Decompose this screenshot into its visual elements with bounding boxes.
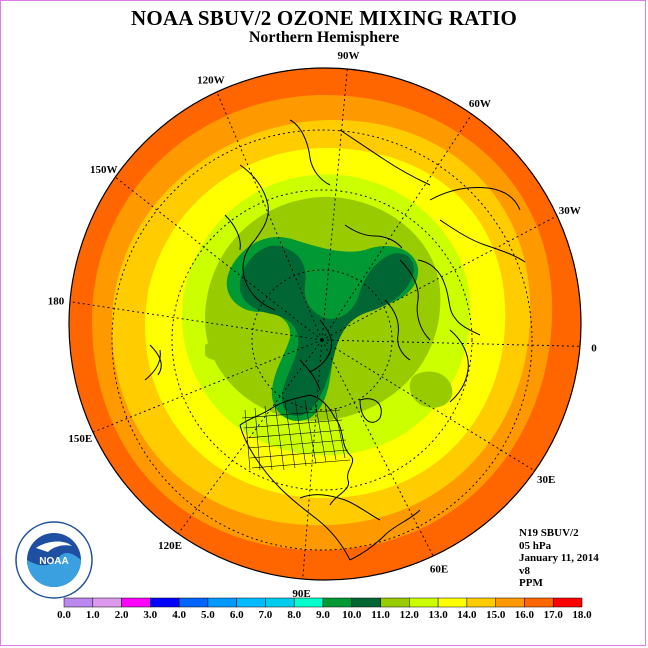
- info-units: PPM: [519, 577, 543, 589]
- scale-tick-label: 0.0: [57, 609, 71, 621]
- scale-swatch: [236, 597, 266, 608]
- scale-tick-label: 4.0: [172, 609, 186, 621]
- info-satellite: N19 SBUV/2: [519, 527, 579, 539]
- main-title: NOAA SBUV/2 OZONE MIXING RATIO: [131, 6, 517, 30]
- scale-swatch: [409, 597, 439, 608]
- scale-swatch: [552, 597, 583, 608]
- scale-swatch: [293, 597, 324, 608]
- scale-tick-label: 12.0: [399, 609, 419, 621]
- longitude-label: 30E: [537, 474, 555, 486]
- scale-swatch: [351, 597, 381, 608]
- scale-tick-label: 2.0: [114, 609, 129, 621]
- scale-tick-label: 9.0: [316, 609, 330, 621]
- meridian-line: [115, 176, 323, 341]
- longitude-label: 120W: [197, 74, 225, 86]
- longitude-label: 150E: [68, 433, 92, 445]
- noaa-logo: NOAA: [14, 520, 94, 600]
- scale-swatch: [380, 597, 410, 608]
- meridian-line: [321, 339, 434, 557]
- longitude-label: 180: [48, 296, 65, 308]
- longitude-label: 30W: [559, 205, 581, 217]
- latitude-circle: [251, 269, 393, 411]
- info-pressure: 05 hPa: [519, 539, 552, 552]
- latitude-circle: [171, 189, 473, 491]
- scale-swatch: [150, 597, 180, 608]
- map-boundary: [68, 67, 582, 581]
- meridian-line: [321, 339, 535, 472]
- scale-tick-label: 1.0: [85, 609, 100, 621]
- scale-swatch: [265, 597, 295, 608]
- longitude-labels: 90E 60E 30E 0 30W 60W 90W 120W 150W 180 150E 120E: [48, 50, 598, 600]
- scale-swatch: [466, 597, 496, 608]
- graticule: [69, 68, 581, 580]
- scale-swatch: [121, 597, 151, 608]
- scale-tick-label: 11.0: [371, 609, 390, 621]
- scale-tick-label: 13.0: [428, 609, 448, 621]
- scale-tick-label: 17.0: [543, 609, 563, 621]
- scale-tick-label: 18.0: [572, 609, 592, 621]
- scale-tick-label: 15.0: [486, 609, 506, 621]
- band-9: [239, 245, 414, 416]
- scale-swatch: [495, 597, 525, 608]
- product-info: N19 SBUV/2 05 hPa January 11, 2014 v8 PP…: [519, 527, 599, 590]
- scale-swatch: [63, 597, 94, 608]
- scale-tick-label: 8.0: [287, 609, 302, 621]
- meridian-line: [92, 339, 323, 433]
- scale-swatch: [207, 597, 237, 608]
- meridian-line: [321, 339, 581, 347]
- logo-text: NOAA: [39, 556, 68, 567]
- scale-swatch: [437, 597, 468, 608]
- coastlines: [144, 119, 526, 561]
- longitude-label: 150W: [90, 164, 118, 176]
- longitude-label: 90E: [292, 588, 310, 600]
- color-scale-bar: [63, 597, 583, 608]
- longitude-label: 120E: [158, 540, 182, 552]
- color-scale-ticks: 0.0 1.0 2.0 3.0 4.0 5.0 6.0 7.0 8.0 9.0 10.0 11.0 12…: [0, 609, 648, 623]
- scale-swatch: [524, 597, 554, 608]
- scale-swatch: [92, 597, 122, 608]
- longitude-label: 60E: [430, 564, 448, 576]
- band-11c: [205, 341, 227, 360]
- meridian-line: [321, 114, 473, 341]
- meridian-line: [321, 68, 348, 341]
- ozone-field: [69, 68, 581, 580]
- scale-tick-label: 16.0: [514, 609, 535, 621]
- band-11b: [409, 371, 453, 408]
- longitude-label: 60W: [469, 98, 491, 110]
- station-grid: [241, 399, 351, 471]
- info-version: v8: [519, 564, 530, 577]
- longitude-label: 90W: [338, 50, 360, 62]
- scale-tick-label: 3.0: [143, 609, 158, 621]
- meridian-line: [177, 339, 323, 534]
- scale-tick-label: 7.0: [258, 609, 273, 621]
- scale-tick-label: 10.0: [342, 609, 362, 621]
- scale-swatch: [322, 597, 353, 608]
- scale-swatch: [178, 597, 209, 608]
- meridian-line: [321, 215, 558, 341]
- info-date: January 11, 2014: [519, 552, 599, 564]
- scale-tick-label: 14.0: [457, 609, 477, 621]
- subtitle: Northern Hemisphere: [248, 29, 400, 46]
- longitude-label: 0: [591, 343, 597, 355]
- scale-tick-label: 5.0: [201, 609, 215, 621]
- scale-tick-label: 6.0: [229, 609, 244, 621]
- latitude-circle: [111, 129, 533, 551]
